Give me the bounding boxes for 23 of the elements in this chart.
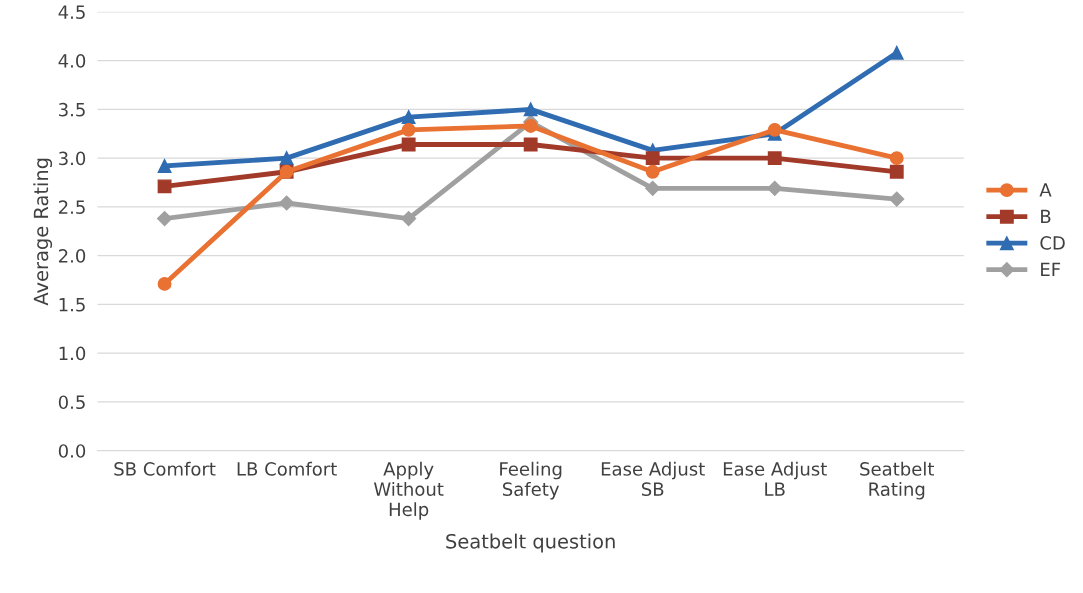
- legend-label: A: [1039, 183, 1052, 197]
- y-tick-label: 0.0: [58, 444, 86, 458]
- legend-label: B: [1041, 209, 1051, 223]
- y-tick-label: 4.5: [58, 5, 85, 19]
- y-tick-label: 4.0: [58, 54, 86, 68]
- x-tick-label: Seatbelt Rating: [860, 461, 935, 500]
- y-tick-label: 3.5: [59, 102, 85, 117]
- x-tick-label: Apply Without Help: [373, 461, 444, 520]
- x-tick-label: LB Comfort: [237, 461, 337, 476]
- y-tick-label: 3.0: [59, 151, 86, 166]
- y-axis-title: Average Rating: [33, 158, 53, 306]
- x-tick-label: Feeling Safety: [500, 461, 562, 500]
- y-tick-label: 0.5: [58, 395, 85, 410]
- legend-label: CD: [1040, 236, 1065, 250]
- y-tick-label: 1.0: [59, 346, 86, 361]
- x-axis-title: Seatbelt question: [446, 533, 615, 553]
- x-tick-label: Ease Adjust LB: [723, 461, 827, 496]
- y-tick-label: 2.0: [58, 249, 86, 263]
- x-tick-label: SB Comfort: [114, 461, 216, 476]
- y-tick-label: 2.5: [58, 200, 85, 215]
- legend-label: EF: [1041, 262, 1061, 277]
- y-tick-label: 1.5: [59, 298, 85, 312]
- x-tick-label: Ease Adjust SB: [601, 461, 705, 496]
